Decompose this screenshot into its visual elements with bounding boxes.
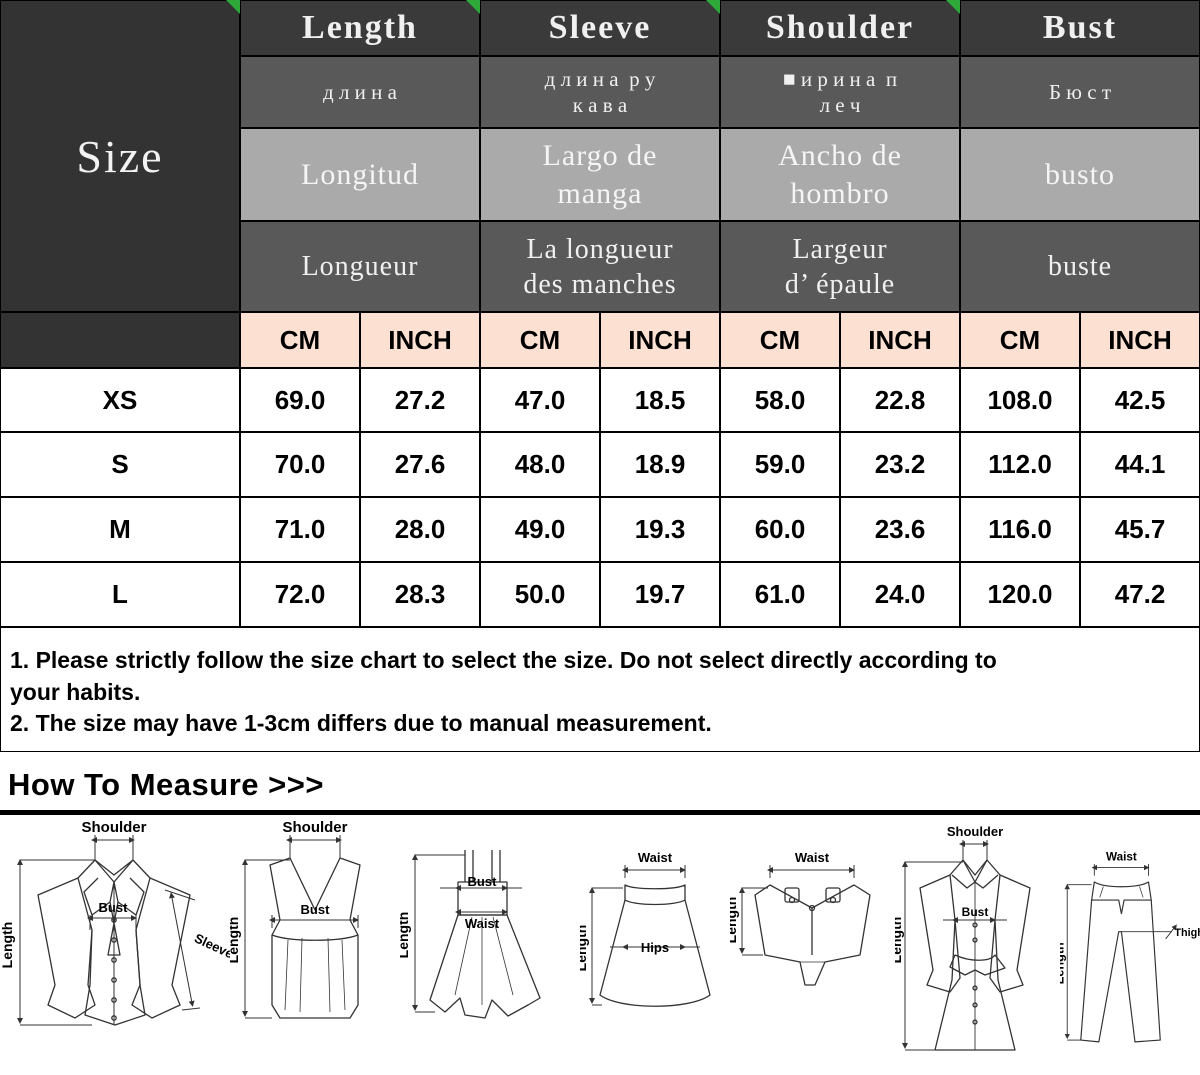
svg-text:Length: Length — [0, 922, 15, 969]
svg-text:Length: Length — [230, 917, 241, 964]
svg-text:Thigh: Thigh — [1174, 927, 1200, 939]
svg-text:Length: Length — [580, 925, 589, 972]
svg-text:Bust: Bust — [301, 902, 331, 917]
svg-text:Bust: Bust — [468, 874, 498, 889]
svg-text:Hips: Hips — [641, 940, 669, 955]
svg-text:Waist: Waist — [1106, 850, 1137, 863]
svg-text:Shoulder: Shoulder — [282, 820, 347, 836]
svg-text:Length: Length — [1060, 942, 1067, 984]
svg-text:Shoulder: Shoulder — [81, 820, 146, 836]
svg-text:Waist: Waist — [638, 850, 673, 865]
svg-text:Waist: Waist — [795, 850, 830, 865]
svg-text:Length: Length — [730, 897, 739, 944]
svg-text:Sleeve: Sleeve — [192, 930, 230, 961]
svg-text:Bust: Bust — [99, 900, 129, 915]
svg-text:Shoulder: Shoulder — [947, 824, 1003, 839]
svg-text:Length: Length — [895, 917, 904, 964]
svg-text:Length: Length — [400, 912, 411, 959]
svg-text:Waist: Waist — [465, 916, 500, 931]
svg-text:Bust: Bust — [962, 905, 989, 919]
